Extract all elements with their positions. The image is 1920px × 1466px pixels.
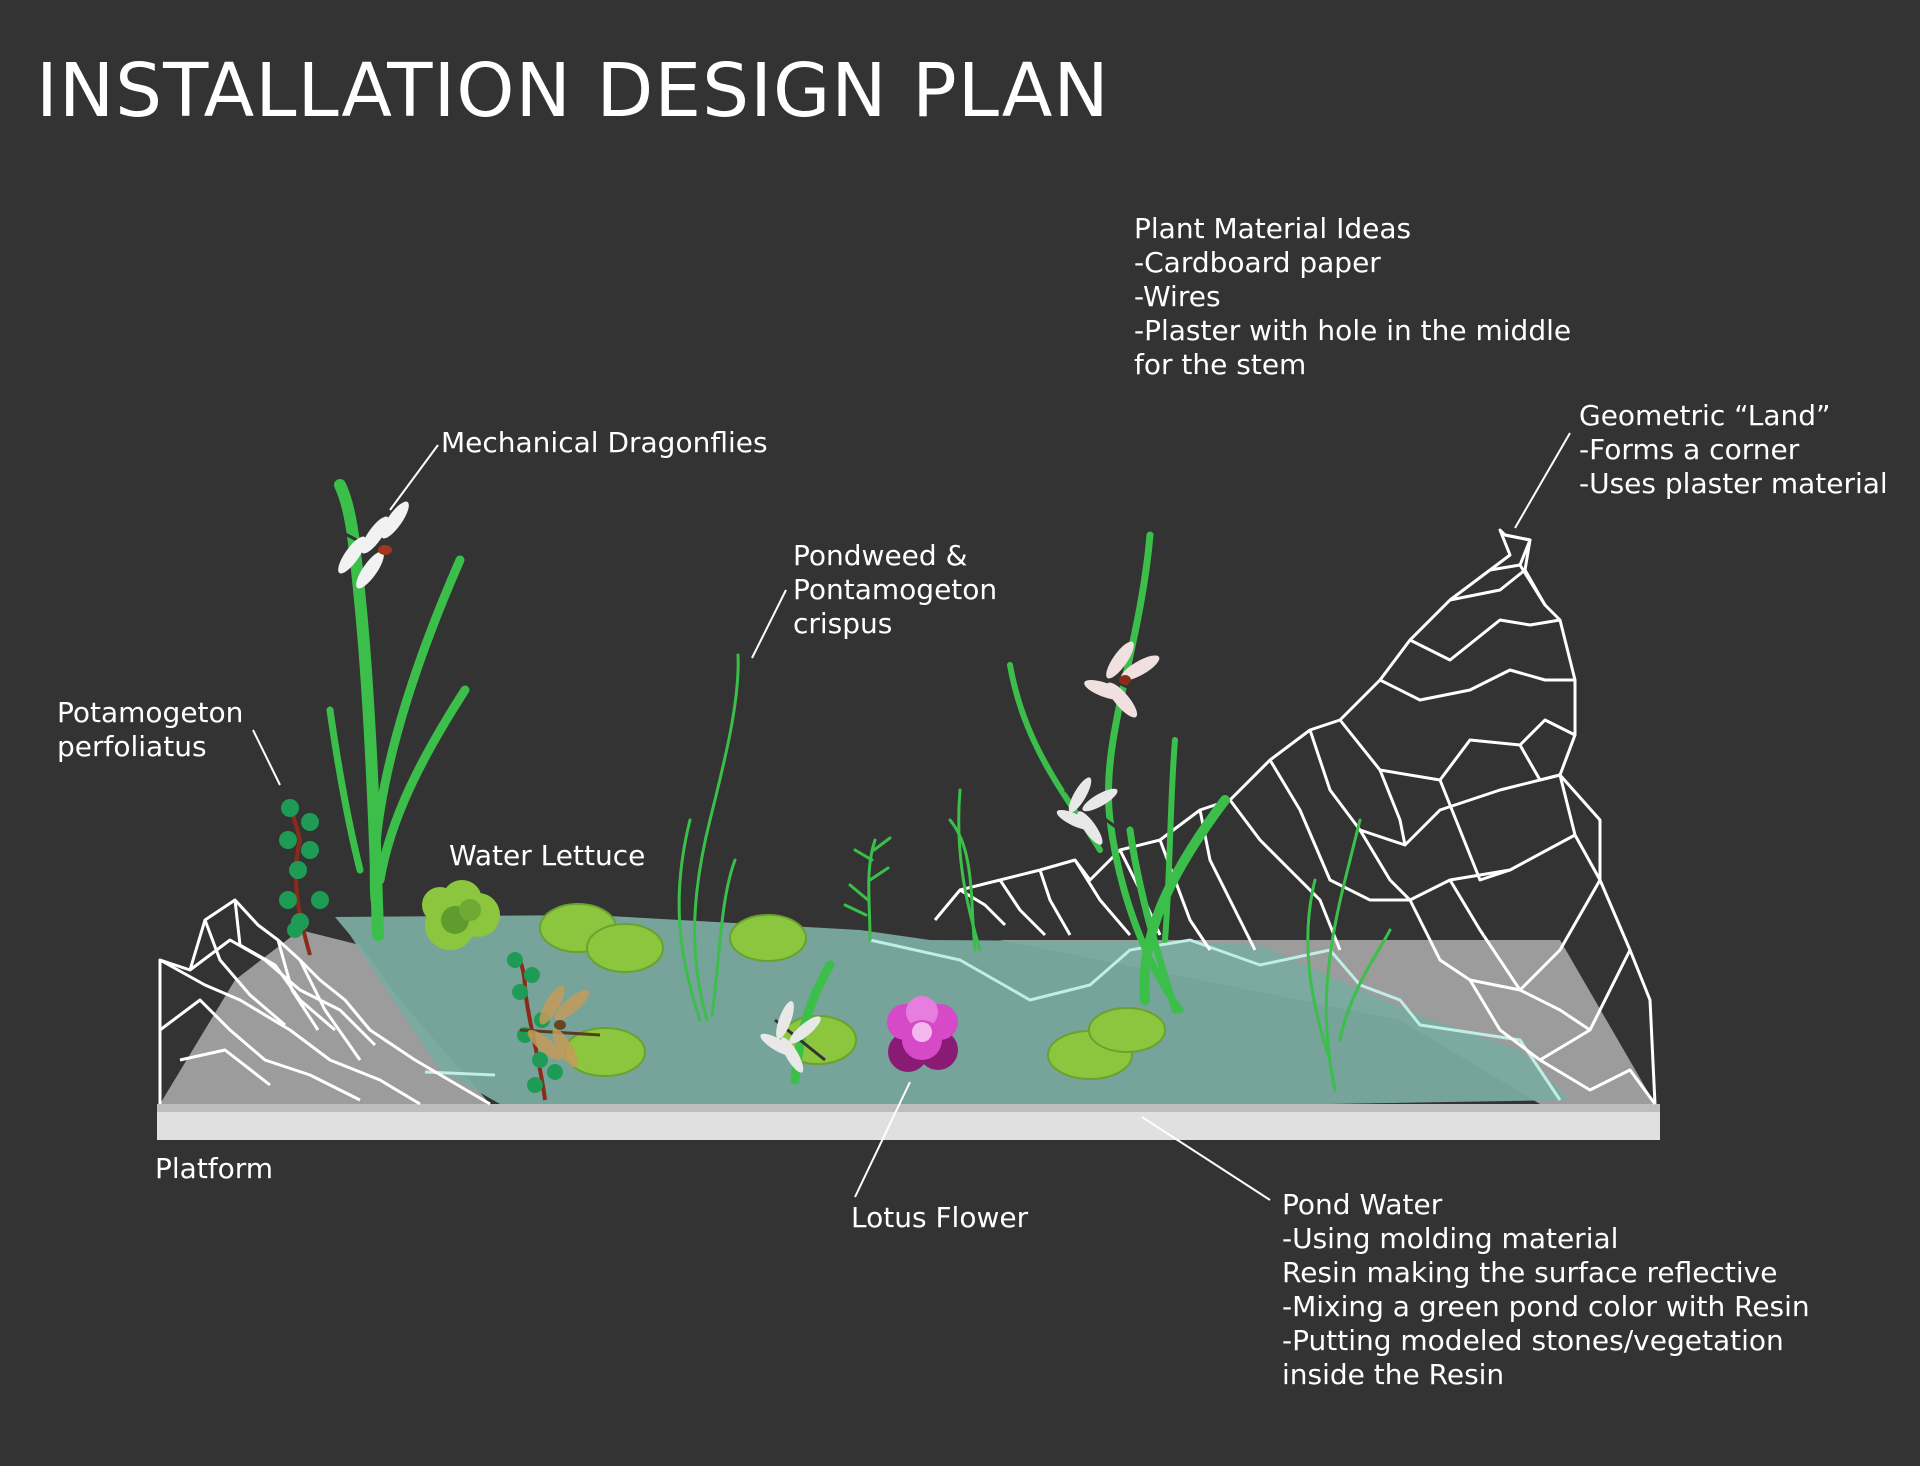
potamogeton-label: Potamogeton perfoliatus bbox=[57, 696, 244, 763]
leader-lines bbox=[252, 432, 1571, 1201]
dragonfly-icon bbox=[519, 985, 601, 1068]
water-lettuce-label: Water Lettuce bbox=[449, 839, 646, 872]
tall-reed-left bbox=[326, 479, 470, 941]
small-plant-branch bbox=[843, 788, 982, 952]
geometric-land-label: Geometric “Land” -Forms a corner -Uses p… bbox=[1579, 399, 1888, 500]
platform-label: Platform bbox=[155, 1152, 274, 1185]
water-edge-right bbox=[869, 938, 1562, 1101]
dragonfly-icon bbox=[1056, 777, 1121, 845]
pondweed-center bbox=[677, 653, 740, 1022]
mechanical-dragonflies-label: Mechanical Dragonflies bbox=[441, 426, 768, 459]
dragonfly-icon bbox=[760, 1001, 826, 1073]
potamogeton-plant-left bbox=[279, 799, 329, 956]
left-ground bbox=[160, 930, 490, 1104]
tall-reed-right bbox=[1007, 531, 1230, 1014]
dragonfly-icon bbox=[327, 501, 409, 589]
lotus-flower-label: Lotus Flower bbox=[851, 1201, 1029, 1234]
lotus-flower bbox=[887, 996, 958, 1072]
page-title: INSTALLATION DESIGN PLAN bbox=[36, 48, 1110, 134]
platform bbox=[157, 1104, 1660, 1140]
pond-water-label: Pond Water -Using molding material Resin… bbox=[1282, 1188, 1810, 1391]
dragonfly-icon bbox=[1084, 641, 1160, 718]
lily-pads bbox=[539, 903, 1166, 1080]
plant-material-ideas-label: Plant Material Ideas -Cardboard paper -W… bbox=[1134, 212, 1572, 381]
left-mesh bbox=[158, 898, 491, 1106]
water-lettuce bbox=[422, 880, 500, 950]
pondweed-right bbox=[1306, 818, 1392, 1092]
potamogeton-plant-center bbox=[507, 952, 563, 1101]
pondweed-label: Pondweed & Pontamogeton crispus bbox=[793, 539, 998, 640]
